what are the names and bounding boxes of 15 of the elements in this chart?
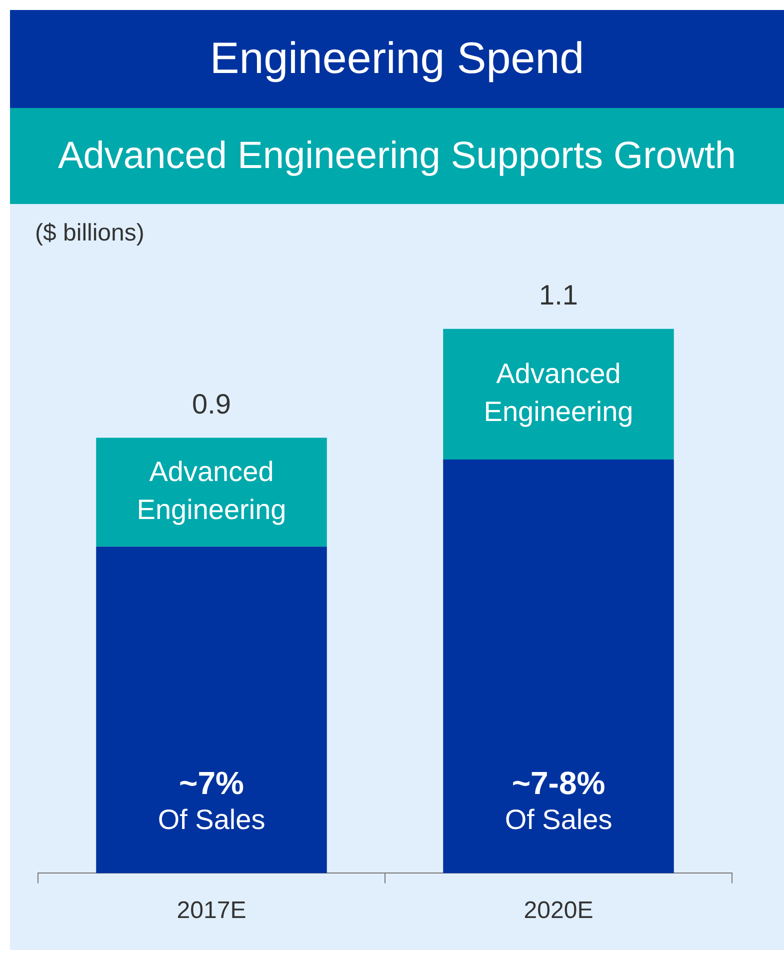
x-tick-label: 2020E (524, 897, 594, 924)
chart-subtitle: Advanced Engineering Supports Growth (10, 108, 784, 204)
bar (443, 460, 674, 874)
bar (96, 438, 327, 547)
total-label: 1.1 (539, 280, 578, 311)
y-axis-title: ($ billions) (35, 220, 144, 247)
chart-title: Engineering Spend (10, 10, 784, 108)
annotation: ~7% Of Sales (158, 765, 266, 835)
x-tick-label: 2017E (176, 897, 246, 924)
series-label: Advanced Engineering (136, 456, 286, 525)
total-label: 0.9 (192, 388, 231, 420)
annotation: ~7-8% Of Sales (504, 765, 612, 835)
text: Advanced Engineering (484, 358, 634, 427)
bar (443, 328, 674, 460)
bar (96, 546, 327, 874)
